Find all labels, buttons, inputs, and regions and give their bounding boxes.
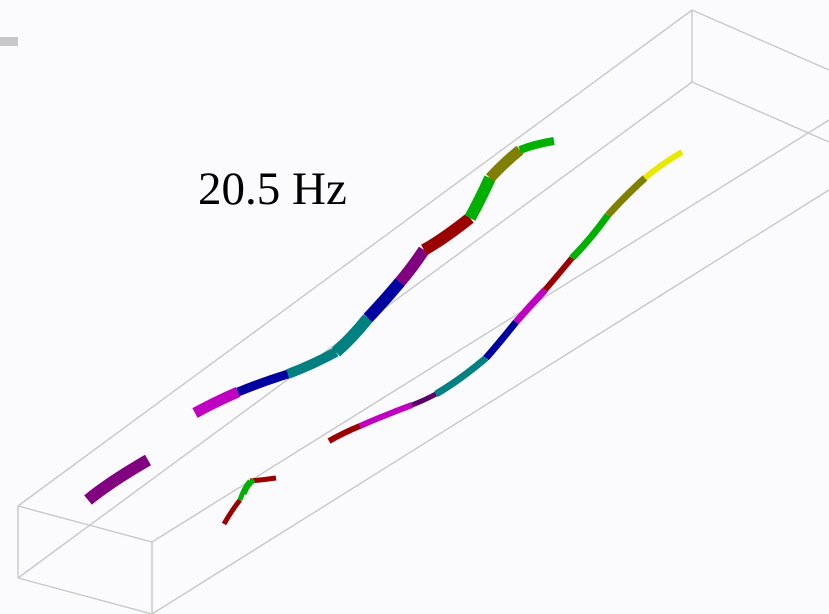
- bounding-box: [17, 9, 829, 614]
- ribbon-segment: [84, 454, 152, 505]
- ribbon-segment: [605, 175, 648, 218]
- box-edge: [151, 119, 829, 543]
- ribbon-segment: [513, 287, 548, 325]
- ribbon-segment: [518, 137, 555, 154]
- ribbon-segment: [643, 149, 684, 181]
- box-edge: [17, 577, 153, 614]
- ribbon-segment: [420, 213, 474, 256]
- ribbon-segment: [434, 355, 489, 398]
- ribbon-segment: [411, 391, 438, 408]
- box-edge: [17, 505, 153, 543]
- ribbon-segment: [483, 319, 519, 361]
- ribbon-segment: [485, 145, 524, 182]
- ribbons: [84, 137, 684, 526]
- ribbon-segment: [286, 347, 339, 379]
- ribbon-segment: [542, 256, 575, 292]
- ribbon-segment: [332, 314, 373, 357]
- box-edge: [691, 81, 829, 143]
- frequency-label: 20.5 Hz: [198, 163, 347, 215]
- ribbon-segment: [395, 246, 429, 286]
- ribbon-segment: [236, 369, 290, 397]
- ribbon-segment: [327, 423, 362, 444]
- box-edge: [691, 9, 829, 71]
- ribbon-segment: [192, 386, 241, 418]
- box-edge: [151, 189, 829, 614]
- ribbon-segment: [358, 402, 414, 429]
- ribbon-segment: [569, 212, 611, 261]
- ribbon-segment: [464, 175, 496, 221]
- ribbon-segment: [241, 477, 256, 495]
- box-edge: [17, 9, 693, 507]
- ribbon-segment: [221, 498, 242, 526]
- ribbon-segment: [363, 278, 405, 323]
- corner-mark: [0, 37, 18, 46]
